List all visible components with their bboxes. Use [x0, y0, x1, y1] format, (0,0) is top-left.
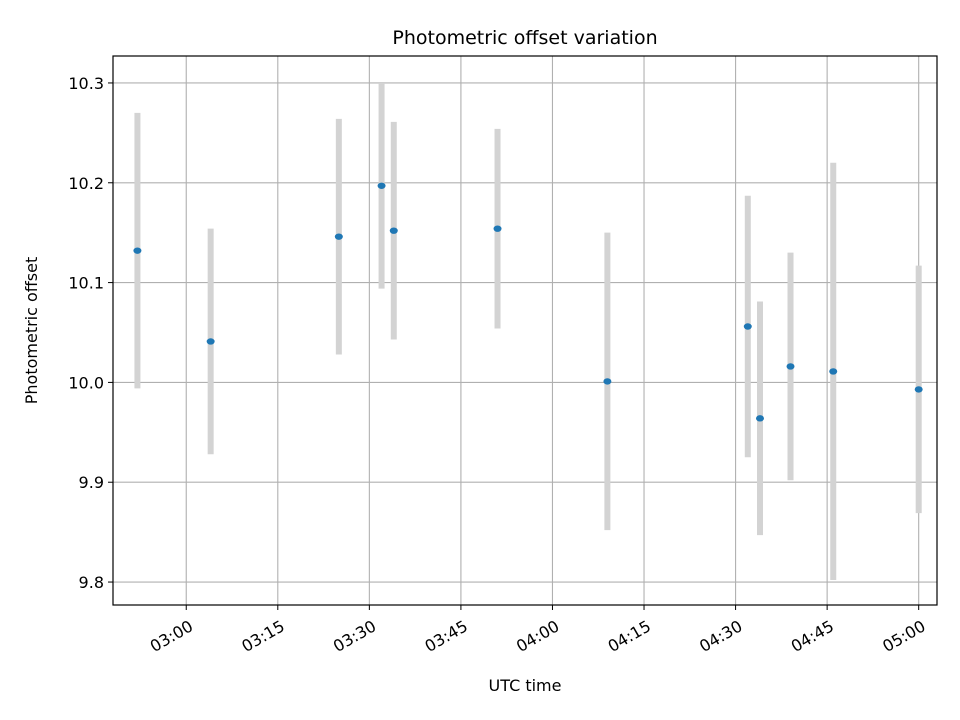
data-point	[334, 233, 343, 240]
chart-title: Photometric offset variation	[392, 27, 657, 49]
data-point	[389, 227, 398, 234]
x-tick-label: 04:15	[605, 616, 654, 656]
y-tick-label: 10.0	[68, 373, 104, 392]
y-axis-label: Photometric offset	[22, 257, 41, 405]
x-tick-label: 04:30	[696, 616, 745, 656]
y-tick-label: 10.2	[68, 174, 104, 193]
x-tick-label: 03:30	[330, 616, 379, 656]
data-point	[377, 182, 386, 189]
grid	[113, 56, 937, 605]
x-tick-label: 04:00	[513, 616, 562, 656]
x-tick-label: 03:45	[421, 616, 470, 656]
plot-frame	[112, 55, 938, 606]
error-bars	[134, 82, 922, 581]
data-point	[755, 415, 764, 422]
data-point	[133, 247, 142, 254]
data-points	[133, 182, 923, 422]
x-tick-label: 03:15	[238, 616, 287, 656]
data-point	[493, 225, 502, 232]
x-tick-label: 04:45	[788, 616, 837, 656]
data-point	[914, 386, 923, 393]
y-tick-label: 9.8	[79, 573, 104, 592]
data-point	[603, 378, 612, 385]
data-point	[786, 363, 795, 370]
x-tick-label: 03:00	[147, 616, 196, 656]
data-point	[829, 368, 838, 375]
y-tick-label: 9.9	[79, 473, 104, 492]
y-tick-label: 10.3	[68, 74, 104, 93]
x-tick-label: 05:00	[879, 616, 928, 656]
data-point	[743, 323, 752, 330]
x-axis-label: UTC time	[489, 676, 562, 695]
y-tick-label: 10.1	[68, 274, 104, 293]
data-point	[206, 338, 215, 345]
